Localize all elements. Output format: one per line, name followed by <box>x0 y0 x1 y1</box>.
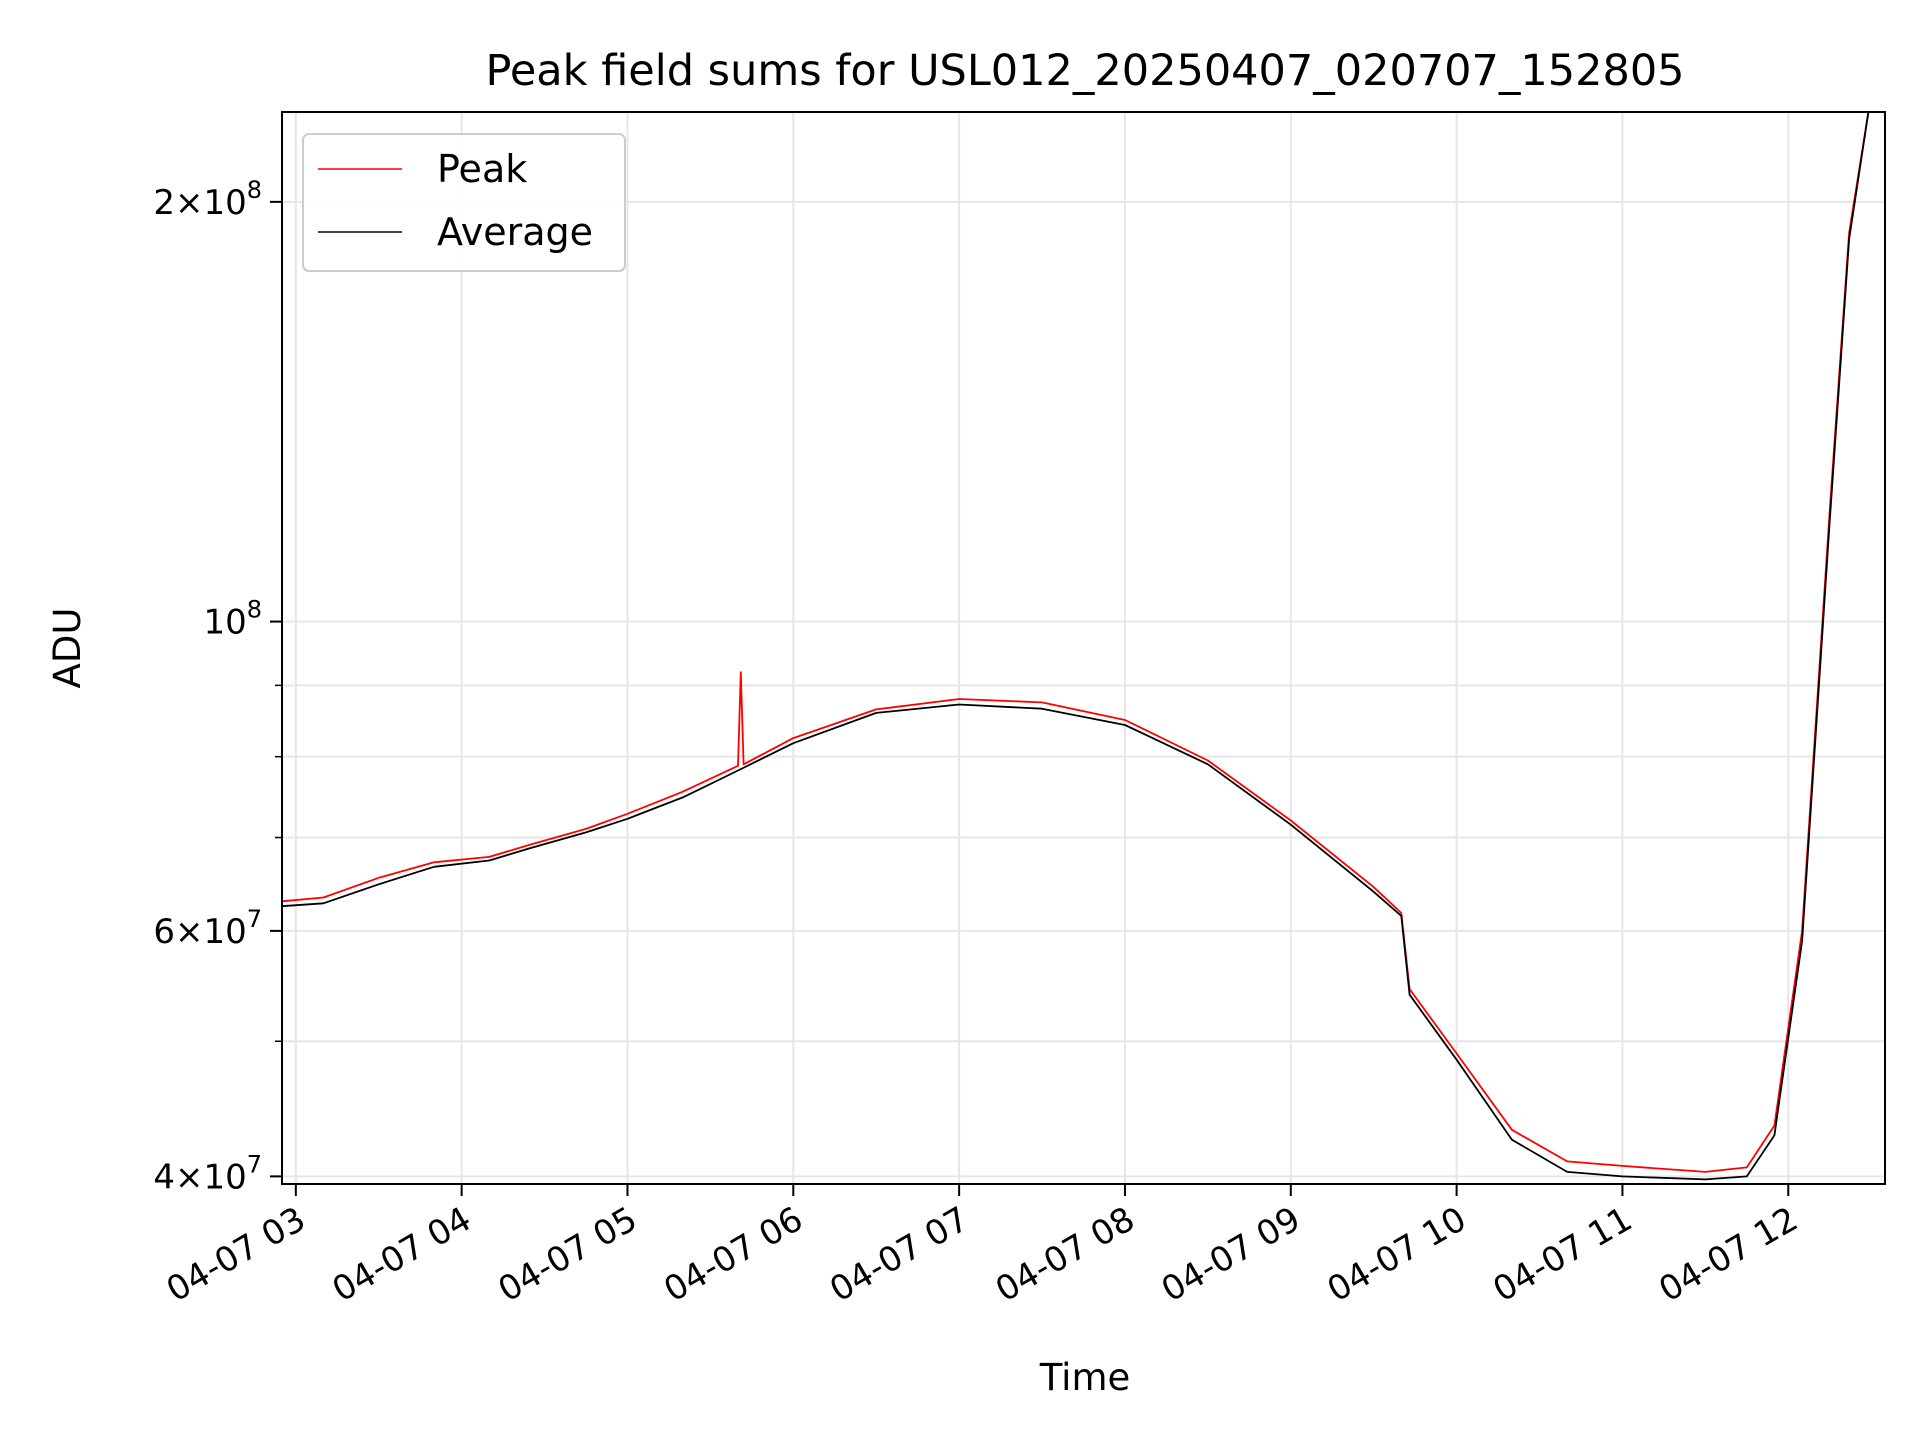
y-tick-label: 6×107 <box>153 905 262 952</box>
legend-label-peak: Peak <box>437 147 527 191</box>
y-tick-exponent: 8 <box>247 176 262 204</box>
y-tick-base: 10 <box>203 603 246 643</box>
y-tick-exponent: 7 <box>247 1150 262 1178</box>
y-tick-base: 2×10 <box>153 183 246 223</box>
grid <box>282 112 1885 1184</box>
y-tick-label: 108 <box>203 596 262 643</box>
x-axis-label: Time <box>1039 1356 1131 1399</box>
y-tick-exponent: 7 <box>247 905 262 933</box>
series-line-average <box>281 111 1870 1181</box>
y-tick-label: 4×107 <box>153 1150 262 1197</box>
legend-label-average: Average <box>437 210 593 254</box>
plot-series <box>281 111 1870 1181</box>
series-line-peak <box>281 111 1870 1173</box>
y-tick-base: 4×10 <box>153 1157 246 1197</box>
legend: Peak Average <box>302 133 626 272</box>
y-axis-label: ADU <box>46 608 89 689</box>
plot-frame <box>281 111 1886 1185</box>
chart-title: Peak field sums for USL012_20250407_0207… <box>485 46 1684 96</box>
y-tick-exponent: 8 <box>247 596 262 624</box>
y-tick-base: 6×10 <box>153 912 246 952</box>
y-tick-label: 2×108 <box>153 176 262 223</box>
